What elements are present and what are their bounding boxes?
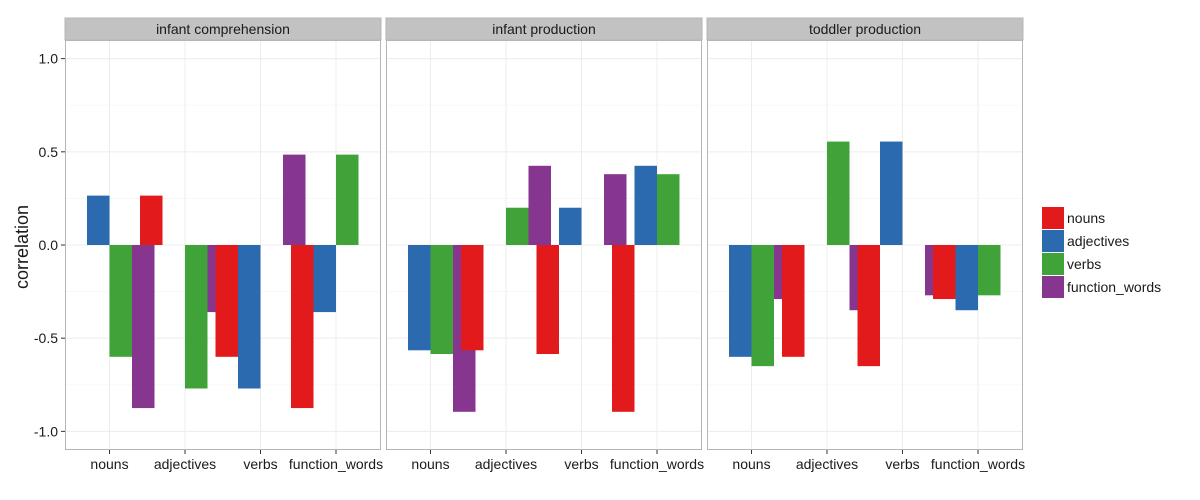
legend-label-nouns: nouns <box>1067 210 1105 226</box>
bar-infant-production-function-words-adjectives <box>635 166 658 245</box>
x-tick-label-verbs: verbs <box>243 456 277 472</box>
bar-infant-production-nouns-adjectives <box>408 245 431 350</box>
bar-infant-comprehension-verbs-function-words <box>283 155 306 245</box>
bar-infant-production-function-words-verbs <box>657 174 680 245</box>
x-tick-label-verbs: verbs <box>885 456 919 472</box>
legend-swatch-verbs <box>1042 253 1064 275</box>
bar-infant-production-verbs-nouns <box>537 245 560 354</box>
bar-infant-comprehension-nouns-function-words <box>132 245 155 408</box>
legend-label-verbs: verbs <box>1067 256 1101 272</box>
bar-infant-comprehension-nouns-verbs <box>110 245 133 357</box>
bar-infant-comprehension-function-words-nouns <box>291 245 314 408</box>
bar-toddler-production-verbs-nouns <box>858 245 881 366</box>
x-tick-label-verbs: verbs <box>564 456 598 472</box>
legend: nouns adjectives verbs function_words <box>1042 207 1161 298</box>
bar-toddler-production-adjectives-verbs <box>827 142 850 245</box>
bar-toddler-production-function-words-nouns <box>933 245 956 299</box>
bar-infant-comprehension-verbs-adjectives <box>238 245 261 389</box>
x-tick-label-nouns: nouns <box>90 456 128 472</box>
bar-infant-production-nouns-verbs <box>431 245 454 354</box>
legend-label-function-words: function_words <box>1067 279 1161 295</box>
legend-label-adjectives: adjectives <box>1067 233 1129 249</box>
bar-toddler-production-verbs-adjectives <box>880 142 903 245</box>
bar-toddler-production-function-words-verbs <box>978 245 1001 295</box>
bar-infant-production-adjectives-function-words <box>529 166 552 245</box>
bar-infant-production-function-words-nouns <box>612 245 635 412</box>
x-tick-label-function-words: function_words <box>610 456 704 472</box>
y-tick-label: 0.5 <box>39 144 59 160</box>
y-axis: -1.0 -0.5 0.0 0.5 1.0 correlation <box>12 51 65 440</box>
y-tick-label: 0.0 <box>39 237 59 253</box>
y-tick-label: 1.0 <box>39 51 59 67</box>
x-tick-label-nouns: nouns <box>732 456 770 472</box>
bar-toddler-production-nouns-verbs <box>752 245 775 366</box>
facet-title-infant-production: infant production <box>492 21 596 37</box>
bar-infant-production-verbs-function-words <box>604 174 627 245</box>
y-axis-title: correlation <box>12 205 32 289</box>
bar-infant-comprehension-adjectives-nouns <box>140 196 163 245</box>
x-tick-label-adjectives: adjectives <box>475 456 537 472</box>
x-tick-label-function-words: function_words <box>931 456 1025 472</box>
bar-infant-production-adjectives-verbs <box>506 208 529 245</box>
bar-infant-comprehension-adjectives-verbs <box>185 245 208 389</box>
y-tick-label: -0.5 <box>34 330 58 346</box>
bar-toddler-production-adjectives-nouns <box>782 245 805 357</box>
x-tick-label-function-words: function_words <box>289 456 383 472</box>
x-tick-label-adjectives: adjectives <box>796 456 858 472</box>
bar-toddler-production-nouns-adjectives <box>729 245 752 357</box>
bar-infant-production-verbs-adjectives <box>559 208 582 245</box>
x-tick-label-nouns: nouns <box>411 456 449 472</box>
facet-title-toddler-production: toddler production <box>809 21 921 37</box>
x-tick-label-adjectives: adjectives <box>154 456 216 472</box>
bar-infant-production-adjectives-nouns <box>461 245 484 350</box>
facet-title-infant-comprehension: infant comprehension <box>156 21 290 37</box>
y-tick-label: -1.0 <box>34 423 58 439</box>
bar-infant-comprehension-nouns-adjectives <box>87 196 110 245</box>
bar-infant-comprehension-verbs-nouns <box>216 245 239 357</box>
legend-swatch-nouns <box>1042 207 1064 229</box>
bar-infant-comprehension-function-words-adjectives <box>314 245 337 312</box>
bar-infant-comprehension-function-words-verbs <box>336 155 359 245</box>
bar-toddler-production-function-words-adjectives <box>956 245 979 310</box>
legend-swatch-function-words <box>1042 276 1064 298</box>
legend-swatch-adjectives <box>1042 230 1064 252</box>
